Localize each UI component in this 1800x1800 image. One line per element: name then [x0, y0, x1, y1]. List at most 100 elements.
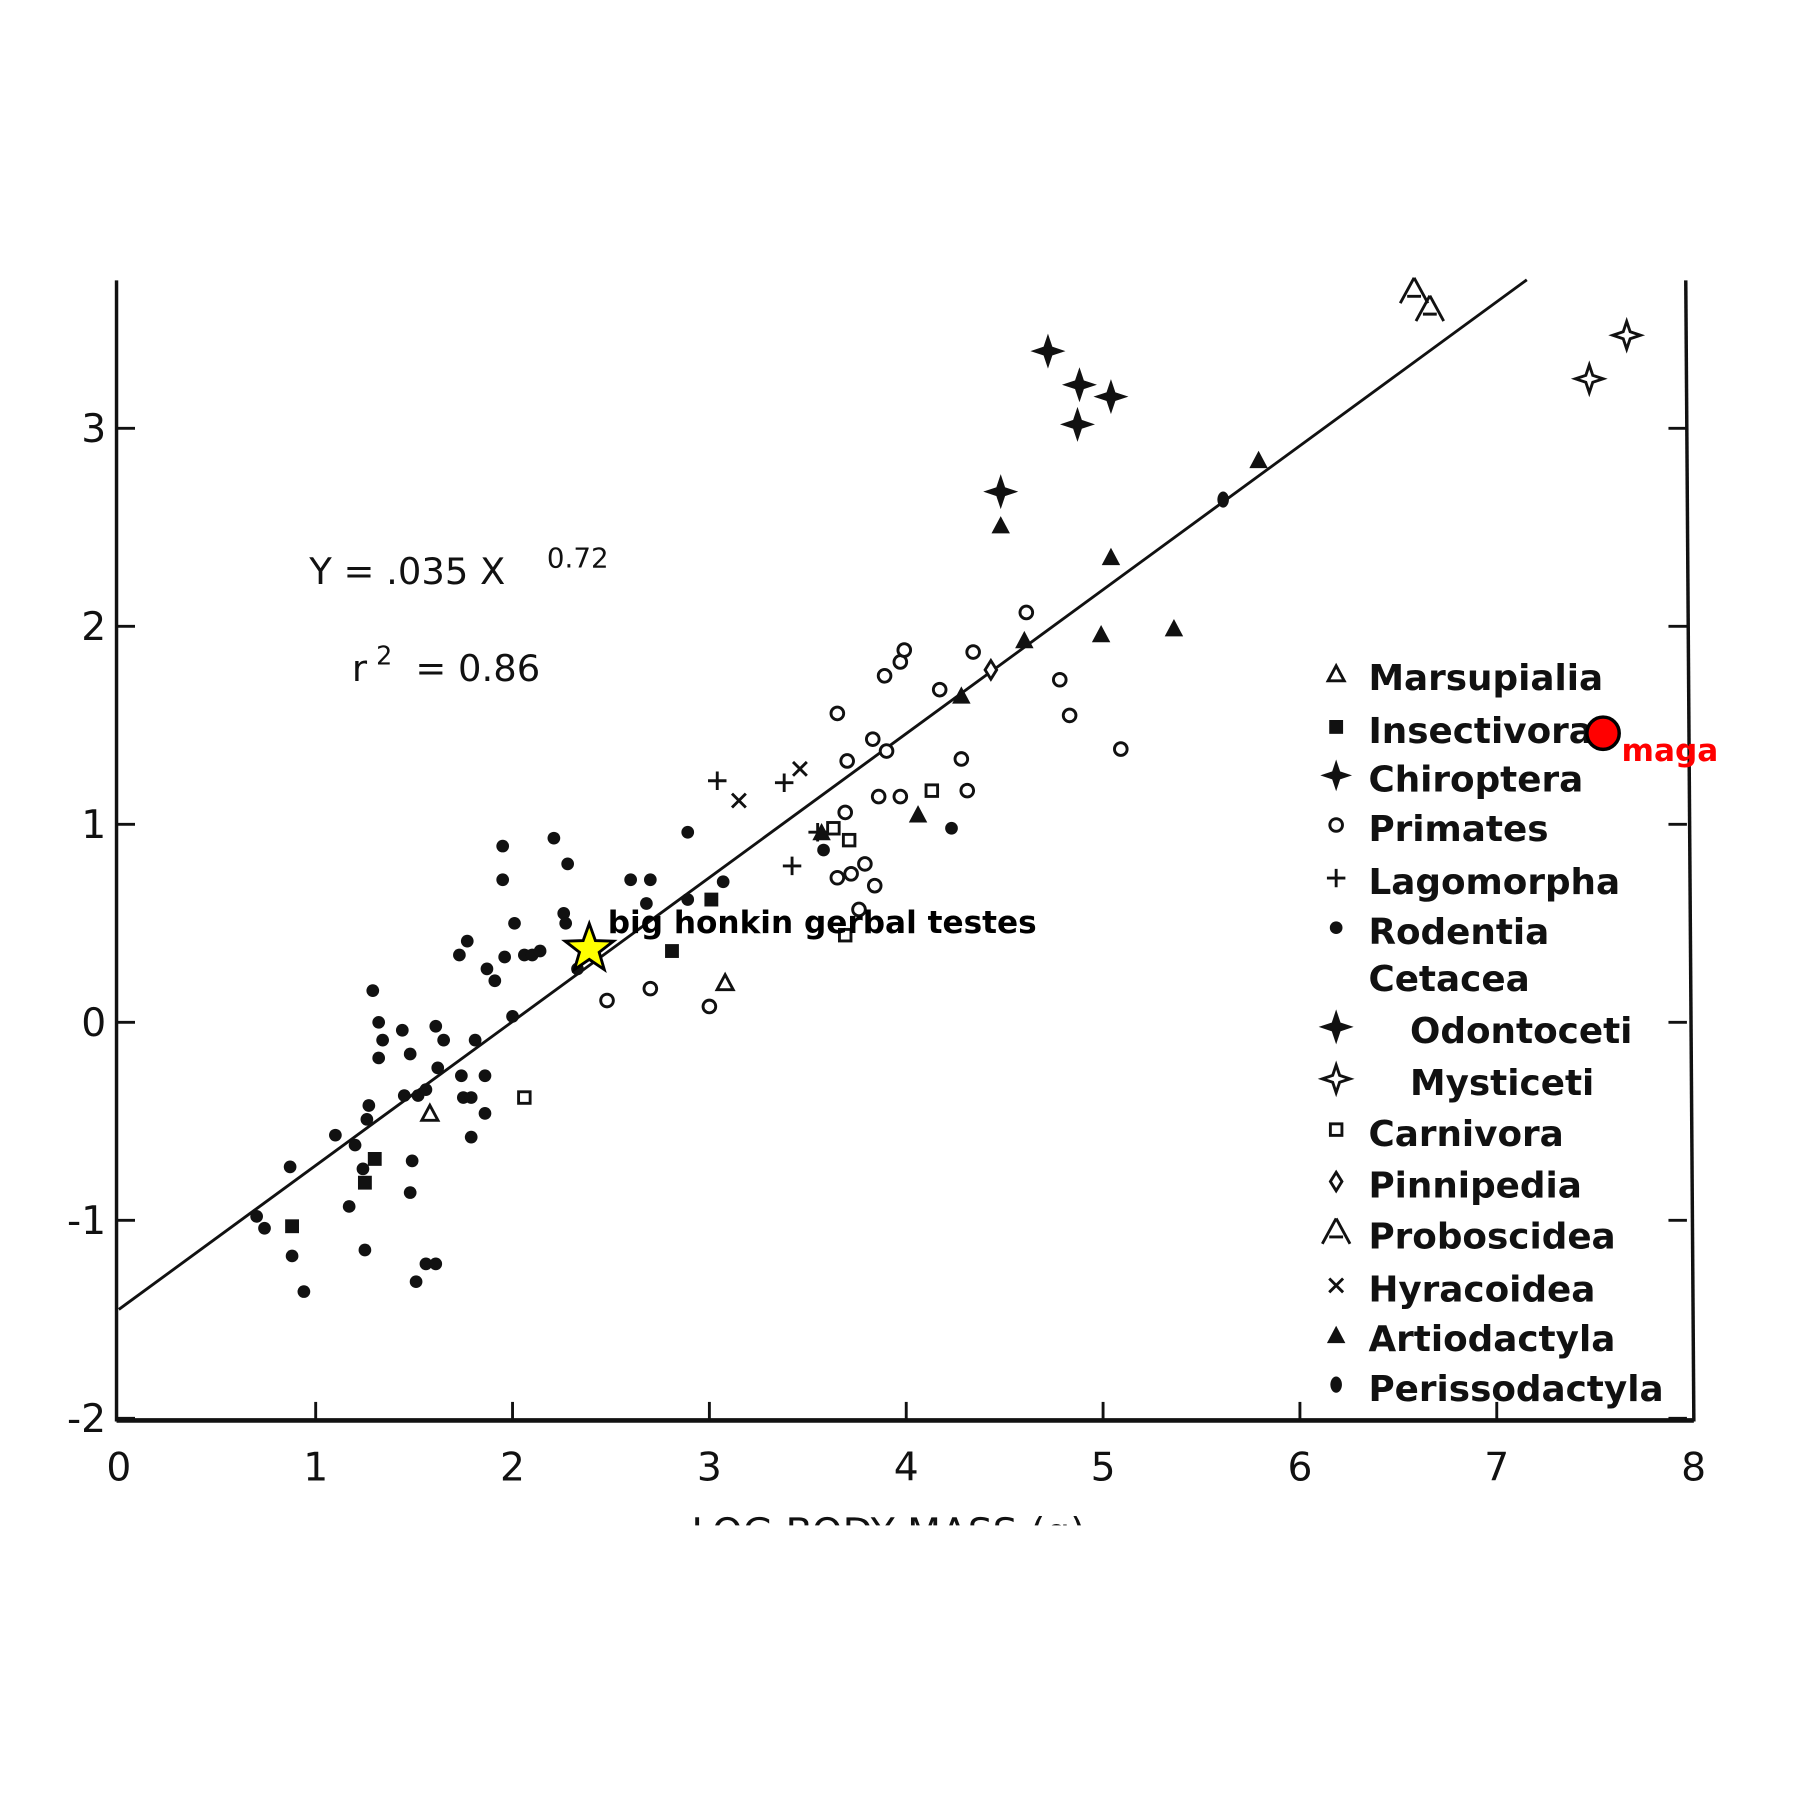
point-rodentia: [397, 1089, 411, 1102]
point-artiodactyla: [908, 805, 928, 823]
point-rodentia: [945, 821, 958, 835]
point-insectivora: [665, 944, 679, 958]
series-rodentia: [250, 821, 958, 1298]
point-rodentia: [480, 962, 494, 976]
point-rodentia: [488, 974, 502, 988]
point-primates: [1051, 671, 1068, 688]
point-artiodactyla: [1015, 630, 1034, 649]
point-pinnipedia: [983, 657, 999, 682]
point-hyracoidea: [730, 792, 747, 809]
point-rodentia: [496, 873, 510, 887]
point-rodentia: [506, 1010, 519, 1023]
point-marsupialia: [419, 1102, 441, 1122]
point-rodentia: [508, 916, 521, 930]
point-primates: [870, 788, 887, 805]
series-marsupialia: [419, 971, 736, 1122]
point-rodentia: [366, 984, 380, 997]
point-primates: [1113, 741, 1129, 757]
point-primates: [599, 992, 615, 1009]
point-rodentia: [376, 1033, 389, 1047]
point-rodentia: [403, 1186, 417, 1199]
x-tick-label: 2: [500, 1445, 525, 1490]
point-lagomorpha: [708, 771, 727, 790]
series-proboscidea: [1398, 277, 1445, 322]
series-primates: [599, 604, 1129, 1015]
point-carnivora: [837, 927, 853, 943]
right-axis-line: [1684, 280, 1696, 1422]
legend-item-rodentia: Rodentia: [1329, 912, 1549, 953]
point-odontoceti: [1030, 333, 1066, 369]
point-rodentia: [464, 1091, 478, 1104]
x-tick-label: 6: [1287, 1445, 1312, 1490]
ticks: 0 1 2 3 4 5 6 7 8 -2 -1 0 1 2 3: [67, 407, 1706, 1490]
legend-item-carnivora: Carnivora: [1328, 1114, 1564, 1155]
point-carnivora: [841, 832, 857, 848]
x-tick-label: 4: [894, 1445, 919, 1490]
point-rodentia: [561, 857, 575, 871]
x-tick-label: 3: [697, 1445, 722, 1490]
point-rodentia: [496, 839, 510, 853]
legend-item-chiroptera: Chiroptera: [1320, 759, 1583, 801]
point-primates: [878, 743, 895, 759]
legend-label: Hyracoidea: [1368, 1270, 1595, 1311]
point-rodentia: [250, 1210, 263, 1223]
point-carnivora: [517, 1090, 532, 1105]
red-circle-marker: [1585, 715, 1621, 752]
point-rodentia: [437, 1033, 450, 1047]
legend-item-mysticeti: Mysticeti: [1317, 1060, 1594, 1104]
legend-label: Pinnipedia: [1368, 1166, 1581, 1207]
point-rodentia: [817, 843, 830, 857]
legend-marker-icon: [1321, 1217, 1352, 1245]
series-lagomorpha: [708, 771, 827, 876]
point-rodentia: [464, 1130, 478, 1144]
regression-line: [117, 278, 1528, 1311]
legend-item-proboscidea: Proboscidea: [1321, 1216, 1616, 1257]
r2-sup: 2: [376, 641, 392, 671]
point-primates: [1018, 604, 1035, 621]
point-rodentia: [478, 1069, 492, 1083]
point-primates: [857, 856, 873, 872]
y-tick-label: -2: [67, 1397, 106, 1442]
point-primates: [931, 681, 948, 698]
point-odontoceti: [1061, 367, 1097, 403]
point-rodentia: [716, 875, 730, 889]
legend-marker-icon: [1325, 662, 1347, 683]
point-artiodactyla: [991, 516, 1010, 534]
legend-label: Lagomorpha: [1368, 862, 1620, 903]
annotation-label: big honkin gerbal testes: [608, 905, 1037, 941]
point-rodentia: [358, 1243, 372, 1257]
y-tick-label: 3: [81, 407, 106, 452]
point-hyracoidea: [791, 760, 808, 777]
point-rodentia: [395, 1023, 409, 1037]
point-odontoceti: [1093, 379, 1129, 415]
legend-label: Proboscidea: [1368, 1216, 1615, 1257]
point-primates: [701, 998, 718, 1015]
point-artiodactyla: [952, 686, 971, 704]
point-insectivora: [704, 892, 719, 907]
legend-marker-icon: [1318, 1009, 1354, 1045]
legend-marker-icon: [1328, 1277, 1345, 1294]
point-insectivora: [285, 1219, 299, 1234]
legend-item-pinnipedia: Pinnipedia: [1328, 1166, 1582, 1207]
legend-item-primates: Primates: [1328, 809, 1549, 850]
x-tick-label: 1: [303, 1445, 328, 1490]
point-rodentia: [624, 873, 637, 887]
legend-label: Chiroptera: [1368, 760, 1583, 801]
point-rodentia: [559, 916, 573, 930]
point-rodentia: [362, 1099, 376, 1112]
point-lagomorpha: [774, 773, 794, 792]
legend-label: Odontoceti: [1410, 1011, 1632, 1052]
point-mysticeti: [1570, 360, 1608, 398]
series-pinnipedia: [983, 657, 999, 682]
y-tick-label: -1: [67, 1199, 106, 1244]
legend-item-hyracoidea: Hyracoidea: [1328, 1270, 1595, 1311]
point-primates: [829, 869, 846, 886]
legend-item-odontoceti: Odontoceti: [1318, 1009, 1632, 1052]
legend-label: Artiodactyla: [1368, 1319, 1615, 1360]
point-rodentia: [429, 1019, 443, 1033]
legend-marker-icon: [1329, 720, 1344, 734]
crop-mask: [0, 1525, 1800, 1800]
legend: Marsupialia Insectivora Chiroptera Primates…: [1317, 658, 1664, 1410]
r2-label: r: [352, 647, 368, 690]
series-perissodactyla: [1217, 491, 1229, 508]
